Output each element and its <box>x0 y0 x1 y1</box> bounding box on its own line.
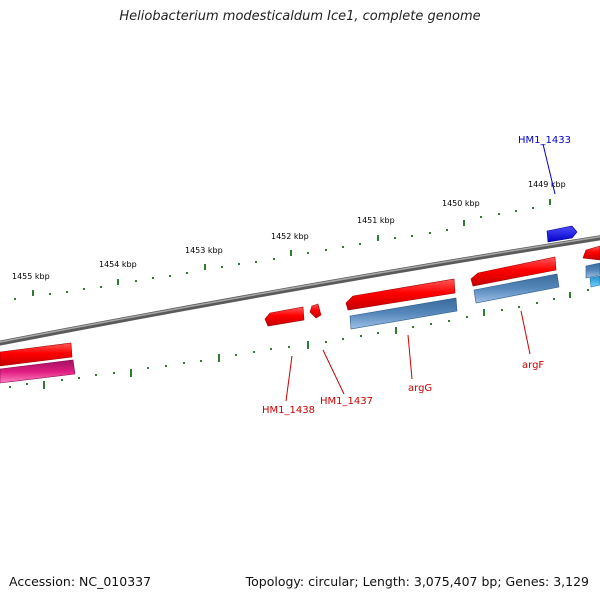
leader-HM1_1438 <box>285 355 293 402</box>
scale-label-1453: 1453 kbp <box>185 246 223 255</box>
gene-label-HM1_1438[interactable]: HM1_1438 <box>262 405 315 416</box>
scale-label-1455: 1455 kbp <box>12 272 50 281</box>
leader-HM1_1433 <box>542 143 556 195</box>
gene-feature-steelblue-1[interactable] <box>349 297 458 330</box>
genome-backbone <box>0 235 600 346</box>
scale-label-1450: 1450 kbp <box>442 199 480 208</box>
leader-argF <box>520 310 531 355</box>
gene-feature-argG[interactable] <box>345 278 456 311</box>
gene-label-HM1_1433[interactable]: HM1_1433 <box>518 135 571 146</box>
leader-HM1_1437 <box>322 349 345 395</box>
scale-label-1451: 1451 kbp <box>357 216 395 225</box>
scale-label-1454: 1454 kbp <box>99 260 137 269</box>
scale-label-1452: 1452 kbp <box>271 232 309 241</box>
map-title: Heliobacterium modesticaldum Ice1, compl… <box>119 9 481 24</box>
scale-label-1449: 1449 kbp <box>528 180 566 189</box>
gene-feature-right-red[interactable] <box>582 245 600 261</box>
leader-argG <box>407 334 413 380</box>
gene-feature-right-cyan[interactable] <box>589 275 600 288</box>
gene-label-argG[interactable]: argG <box>408 383 432 394</box>
gene-feature-HM1_1437[interactable] <box>309 303 322 319</box>
gene-feature-argF[interactable] <box>470 256 557 287</box>
genome-backbone-highlight <box>0 236 600 343</box>
gene-feature-magenta[interactable] <box>0 359 76 384</box>
scale-ticks-lower <box>9 289 589 389</box>
gene-feature-left-red[interactable] <box>0 342 73 367</box>
genome-summary: Topology: circular; Length: 3,075,407 bp… <box>245 574 589 589</box>
gene-feature-steelblue-2[interactable] <box>473 273 560 304</box>
gene-arrow-HM1_1433[interactable] <box>546 225 578 243</box>
gene-feature-HM1_1438[interactable] <box>264 306 305 327</box>
gene-label-HM1_1437[interactable]: HM1_1437 <box>320 396 373 407</box>
gene-feature-right-steelblue[interactable] <box>585 262 600 279</box>
scale-ticks-upper <box>14 199 551 300</box>
gene-label-argF[interactable]: argF <box>522 360 544 371</box>
accession-label: Accession: NC_010337 <box>9 574 152 589</box>
